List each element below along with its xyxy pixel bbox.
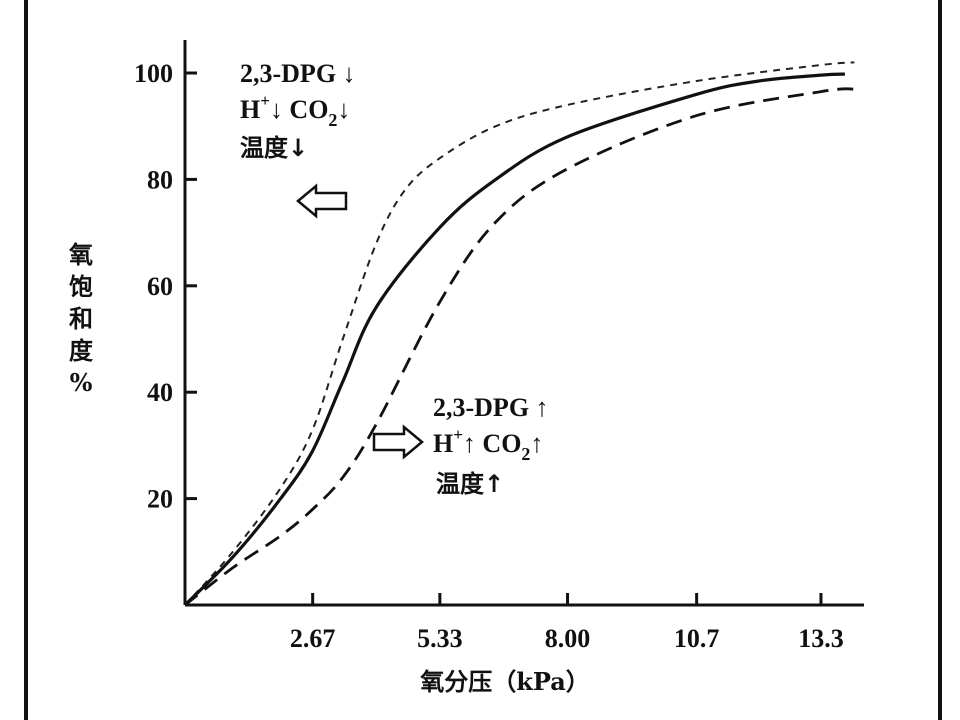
right-h: H — [433, 429, 453, 458]
frame-left-border — [24, 0, 28, 720]
axes — [183, 40, 864, 607]
y-axis-title-char: 和 — [69, 304, 93, 333]
right-shift-arrow-icon — [372, 424, 424, 460]
right-h-co2-label: H+↑ CO2↑ — [433, 425, 543, 464]
right-shift-annotation: 2,3-DPG ↑ H+↑ CO2↑ 温度↑ — [372, 393, 549, 498]
left-sub2: 2 — [328, 110, 337, 130]
x-tick-label: 13.3 — [798, 624, 844, 653]
y-axis-title-char: % — [70, 368, 93, 397]
x-tick-label: 10.7 — [674, 624, 720, 653]
y-axis-title-char: 饱 — [69, 272, 93, 301]
left-shift-arrow-icon — [296, 183, 348, 219]
curves — [183, 61, 855, 607]
x-tick-label: 2.67 — [290, 624, 336, 653]
x-tick-label: 5.33 — [417, 624, 463, 653]
right-shifted-curve — [184, 87, 855, 607]
right-dpg-label: 2,3-DPG ↑ — [433, 393, 549, 422]
left-plus: + — [260, 91, 270, 110]
y-tick-label: 40 — [147, 378, 173, 407]
x-axis-title: 氧分压（kPa） — [420, 667, 590, 696]
right-sub2: 2 — [521, 444, 530, 464]
right-co: ↑ CO — [463, 429, 522, 458]
y-axis-title-char: 度 — [69, 336, 94, 365]
left-co: ↓ CO — [270, 95, 329, 124]
left-h: H — [240, 95, 260, 124]
left-temp-label: 温度↓ — [240, 134, 308, 162]
y-tick-label: 100 — [134, 59, 173, 88]
y-tick-label: 80 — [147, 165, 173, 194]
left-h-co2-label: H+↓ CO2↓ — [240, 91, 350, 130]
left-co2-arrow: ↓ — [337, 95, 350, 124]
right-co2-arrow: ↑ — [530, 429, 543, 458]
x-tick-label: 8.00 — [545, 624, 591, 653]
left-dpg-label: 2,3-DPG ↓ — [240, 59, 356, 88]
y-axis-title-char: 氧 — [69, 240, 93, 269]
left-shifted-curve — [184, 61, 855, 606]
frame-right-border — [938, 0, 942, 720]
y-tick-label: 60 — [147, 272, 173, 301]
y-tick-label: 20 — [147, 485, 173, 514]
normal-curve — [183, 72, 845, 607]
ticks: 20 40 60 80 100 2.67 5.33 8.00 10.7 13.3 — [134, 59, 844, 653]
right-temp-label: 温度↑ — [436, 470, 504, 498]
left-shift-annotation: 2,3-DPG ↓ H+↓ CO2↓ 温度↓ — [240, 59, 356, 219]
right-plus: + — [453, 425, 463, 444]
